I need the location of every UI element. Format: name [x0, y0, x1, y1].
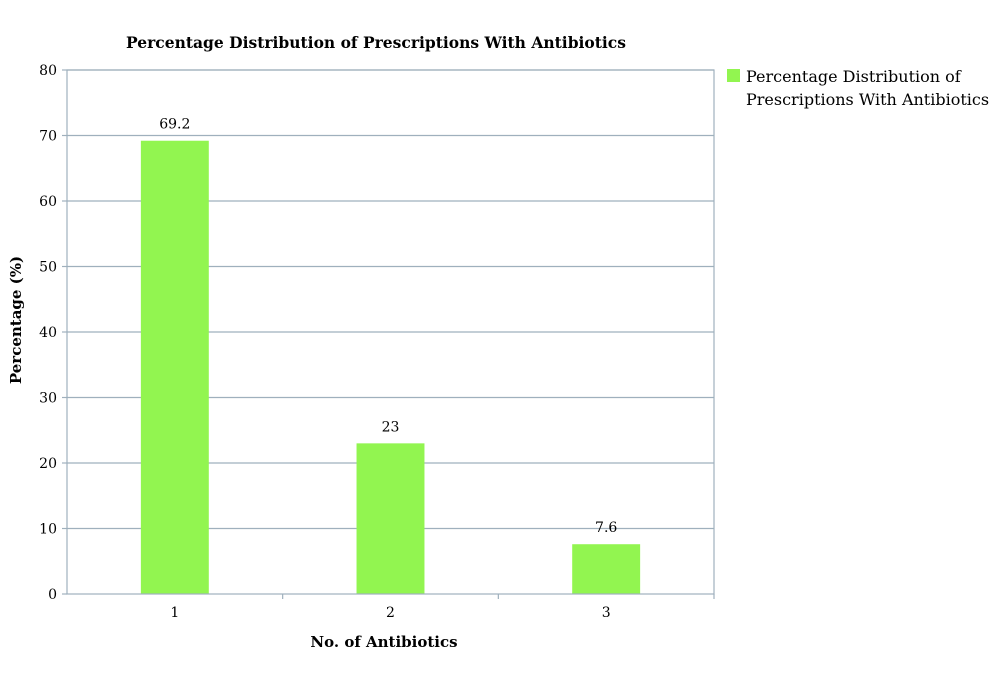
y-tick-label: 10 [39, 522, 57, 538]
data-labels: 69.2 23 7.6 [159, 117, 617, 536]
y-tick-label: 20 [39, 456, 57, 472]
bar [356, 443, 425, 594]
x-axis-title: No. of Antibiotics [310, 633, 457, 651]
y-tick-label: 30 [39, 391, 57, 407]
y-tick-label: 70 [39, 129, 57, 145]
y-tick-label: 50 [39, 260, 57, 276]
bar [140, 140, 209, 595]
data-label: 23 [382, 419, 400, 435]
y-tick-label: 40 [39, 325, 57, 341]
legend-swatch [727, 69, 740, 82]
data-label: 7.6 [595, 520, 617, 536]
y-tick-label: 80 [39, 63, 57, 79]
y-tick-labels: 0 10 20 30 40 50 60 70 80 [39, 63, 57, 603]
y-axis-title: Percentage (%) [7, 256, 25, 384]
x-tick-label: 3 [602, 605, 611, 621]
x-tick-label: 2 [386, 605, 395, 621]
legend-label-line1: Percentage Distribution of [746, 67, 962, 86]
y-tick-label: 60 [39, 194, 57, 210]
chart-title: Percentage Distribution of Prescriptions… [126, 33, 626, 52]
x-tick-label: 1 [170, 605, 179, 621]
legend-label-line2: Prescriptions With Antibiotics [746, 90, 989, 109]
legend: Percentage Distribution of Prescriptions… [727, 67, 989, 109]
x-tick-labels: 1 2 3 [170, 594, 715, 621]
bar [572, 544, 641, 594]
bars [140, 140, 641, 595]
plot-frame [66, 69, 715, 595]
y-tick-label: 0 [48, 587, 57, 603]
data-label: 69.2 [159, 117, 190, 133]
